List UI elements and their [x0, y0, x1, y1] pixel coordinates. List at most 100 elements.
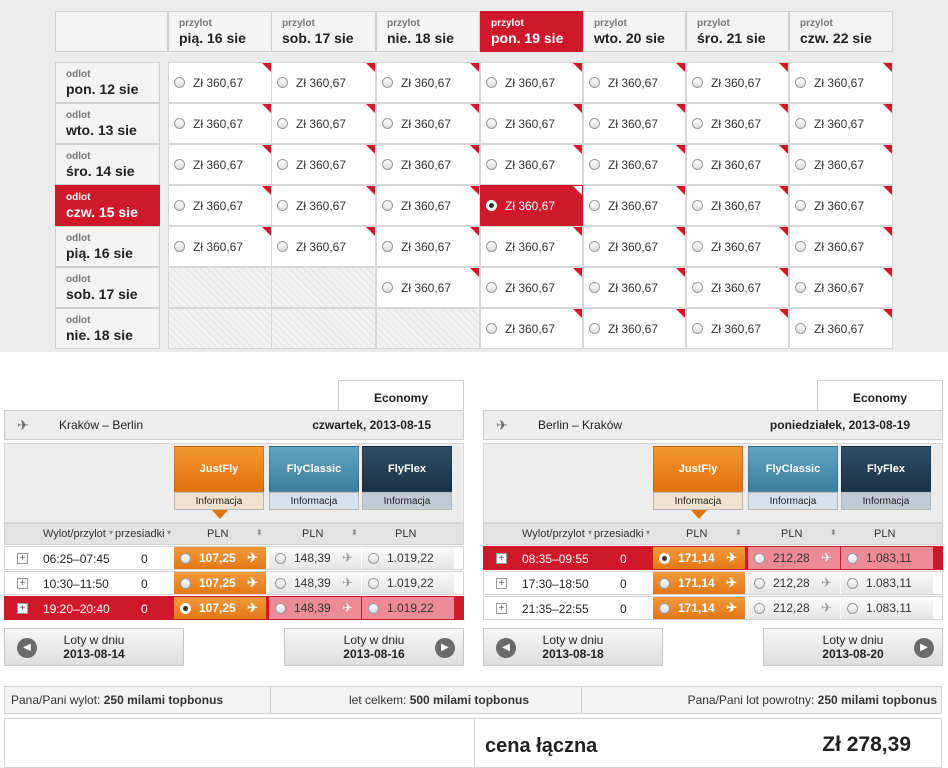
fare-flyflex[interactable]: FlyFlex Informacja [841, 446, 931, 511]
price-radio[interactable] [382, 200, 393, 211]
price-radio[interactable] [174, 241, 185, 252]
price-cell[interactable]: Zł 360,67 [686, 185, 789, 226]
price-radio[interactable] [275, 552, 286, 564]
price-radio[interactable] [180, 602, 191, 614]
price-radio[interactable] [486, 241, 497, 252]
price-radio[interactable] [692, 77, 703, 88]
price-cell[interactable]: Zł 360,67 [583, 144, 686, 185]
price-option[interactable]: 171,14 ✈ [653, 547, 745, 569]
price-radio[interactable] [589, 282, 600, 293]
price-radio[interactable] [486, 323, 497, 334]
price-radio[interactable] [277, 200, 288, 211]
price-radio[interactable] [754, 577, 765, 589]
expand-icon[interactable]: + [496, 553, 507, 564]
price-radio[interactable] [368, 602, 379, 614]
sort-icon[interactable]: ⬍ [735, 528, 742, 537]
price-option[interactable]: 1.019,22 [362, 572, 454, 594]
arrival-date-header[interactable]: przylot śro. 21 sie [686, 11, 789, 52]
price-cell[interactable]: Zł 360,67 [480, 144, 583, 185]
departure-date-header[interactable]: odlot pią. 16 sie [55, 226, 160, 267]
price-cell[interactable]: Zł 360,67 [168, 103, 272, 144]
flight-row[interactable]: +10:30–11:50 0 107,25 ✈ 148,39 ✈ 1.019,22 [4, 571, 464, 595]
price-radio[interactable] [486, 118, 497, 129]
price-cell[interactable]: Zł 360,67 [168, 185, 272, 226]
time-column-header[interactable]: Wylot/przylot [522, 528, 585, 540]
price-radio[interactable] [659, 577, 670, 589]
price-radio[interactable] [692, 118, 703, 129]
price-radio[interactable] [692, 200, 703, 211]
price-radio[interactable] [174, 118, 185, 129]
price-cell[interactable]: Zł 360,67 [376, 62, 480, 103]
price-radio[interactable] [589, 241, 600, 252]
price-radio[interactable] [382, 118, 393, 129]
price-radio[interactable] [847, 552, 858, 564]
previous-day-button[interactable]: ◀ Loty w dniu 2013-08-18 [483, 628, 663, 666]
price-cell[interactable]: Zł 360,67 [583, 185, 686, 226]
price-option[interactable]: 1.083,11 [841, 572, 933, 594]
price-cell[interactable]: Zł 360,67 [686, 62, 789, 103]
transfers-column-header[interactable]: przesiadki [594, 528, 644, 540]
price-radio[interactable] [368, 577, 379, 589]
next-day-button[interactable]: ▶ Loty w dniu 2013-08-20 [763, 628, 943, 666]
price-radio[interactable] [847, 602, 858, 614]
price-radio[interactable] [795, 118, 806, 129]
arrival-date-header[interactable]: przylot pon. 19 sie [480, 11, 583, 52]
price-radio[interactable] [589, 200, 600, 211]
price-radio[interactable] [795, 282, 806, 293]
price-option[interactable]: 212,28 ✈ [748, 597, 840, 619]
economy-tab[interactable]: Economy [817, 380, 943, 410]
price-option[interactable]: 212,28 ✈ [748, 547, 840, 569]
price-cell[interactable]: Zł 360,67 [789, 308, 893, 349]
price-cell[interactable]: Zł 360,67 [376, 103, 480, 144]
arrival-date-header[interactable]: przylot pią. 16 sie [168, 11, 272, 52]
fare-info-link[interactable]: Informacja [174, 492, 264, 510]
price-cell[interactable]: Zł 360,67 [686, 308, 789, 349]
transfers-column-header[interactable]: przesiadki [115, 528, 165, 540]
price-cell[interactable]: Zł 360,67 [480, 103, 583, 144]
price-cell[interactable]: Zł 360,67 [686, 144, 789, 185]
price-option[interactable]: 148,39 ✈ [269, 572, 361, 594]
price-radio[interactable] [659, 602, 670, 614]
price-radio[interactable] [174, 200, 185, 211]
price-cell[interactable]: Zł 360,67 [789, 103, 893, 144]
price-cell[interactable]: Zł 360,67 [480, 185, 583, 226]
price-cell[interactable]: Zł 360,67 [480, 267, 583, 308]
price-radio[interactable] [486, 200, 497, 211]
departure-date-header[interactable]: odlot pon. 12 sie [55, 62, 160, 103]
price-radio[interactable] [277, 77, 288, 88]
price-radio[interactable] [692, 241, 703, 252]
price-radio[interactable] [180, 552, 191, 564]
fare-info-link[interactable]: Informacja [653, 492, 743, 510]
price-radio[interactable] [382, 241, 393, 252]
next-day-button[interactable]: ▶ Loty w dniu 2013-08-16 [284, 628, 464, 666]
price-radio[interactable] [659, 552, 670, 564]
expand-icon[interactable]: + [17, 603, 28, 614]
price-radio[interactable] [277, 241, 288, 252]
price-option[interactable]: 171,14 ✈ [653, 597, 745, 619]
price-radio[interactable] [795, 77, 806, 88]
price-radio[interactable] [589, 159, 600, 170]
price-cell[interactable]: Zł 360,67 [583, 308, 686, 349]
price-radio[interactable] [382, 159, 393, 170]
price-cell[interactable]: Zł 360,67 [583, 267, 686, 308]
price-radio[interactable] [275, 577, 286, 589]
expand-icon[interactable]: + [17, 578, 28, 589]
fare-flyclassic[interactable]: FlyClassic Informacja [748, 446, 838, 511]
price-cell[interactable]: Zł 360,67 [789, 185, 893, 226]
time-column-header[interactable]: Wylot/przylot [43, 528, 106, 540]
price-cell[interactable]: Zł 360,67 [271, 62, 376, 103]
price-radio[interactable] [368, 552, 379, 564]
price-column-header[interactable]: PLN [874, 528, 896, 540]
price-cell[interactable]: Zł 360,67 [271, 144, 376, 185]
price-option[interactable]: 212,28 ✈ [748, 572, 840, 594]
fare-info-link[interactable]: Informacja [269, 492, 359, 510]
sort-icon[interactable]: ⬍ [351, 528, 358, 537]
price-radio[interactable] [589, 118, 600, 129]
departure-date-header[interactable]: odlot śro. 14 sie [55, 144, 160, 185]
flight-row[interactable]: +21:35–22:55 0 171,14 ✈ 212,28 ✈ 1.083,11 [483, 596, 943, 620]
fare-info-link[interactable]: Informacja [748, 492, 838, 510]
flight-row[interactable]: +19:20–20:40 0 107,25 ✈ 148,39 ✈ 1.019,22 [4, 596, 464, 620]
price-cell[interactable]: Zł 360,67 [480, 226, 583, 267]
arrival-date-header[interactable]: przylot sob. 17 sie [271, 11, 376, 52]
price-radio[interactable] [795, 241, 806, 252]
